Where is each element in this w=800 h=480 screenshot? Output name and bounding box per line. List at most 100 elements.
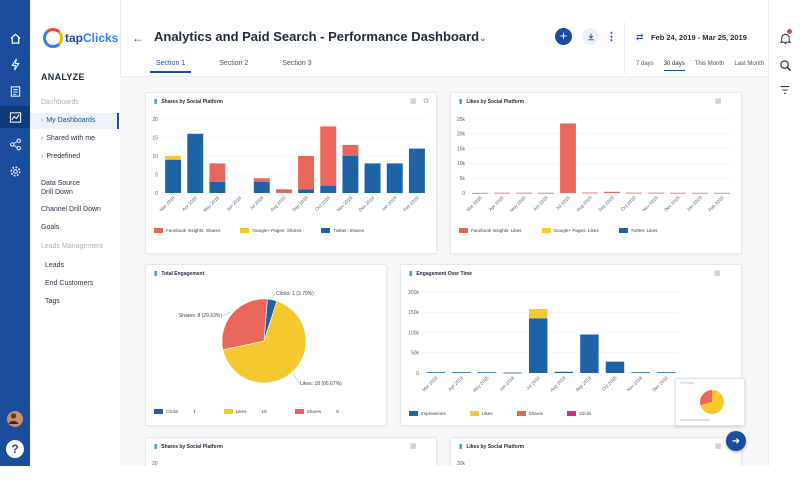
bar [477, 372, 497, 373]
nav-item-my-dashboards[interactable]: › My Dashboards [30, 113, 119, 129]
tab-section-1[interactable]: Section 1 [150, 58, 192, 73]
next-arrow-button[interactable]: ➜ [726, 431, 746, 451]
widget-likes-by-platform: ▮ Likes by Social Platform ▦ 0 5k 10k 15k 20k… [450, 92, 742, 254]
x-tick-label: Apr 2018 [181, 195, 198, 212]
total-legend: Clicks 1 Likes 18 Shares 8 [154, 409, 379, 414]
y-tick-label: 25k [457, 117, 466, 123]
nav-item-channel-drill-down[interactable]: Channel Drill Down [41, 206, 101, 213]
legend-item: Likes 18 [223, 409, 267, 414]
legend-label: Impressions [421, 411, 446, 416]
calendar-icon[interactable]: ▦ [715, 98, 722, 105]
x-tick-label: Sep 2018 [597, 195, 615, 213]
back-arrow-icon[interactable]: ← [132, 31, 144, 45]
download-icon[interactable] [582, 28, 599, 45]
tapclicks-logo[interactable]: tapClicks [43, 28, 118, 48]
legend-item: Impressions [409, 411, 446, 416]
range-this-month[interactable]: This Month [694, 61, 725, 67]
list-icon[interactable] [0, 80, 30, 102]
nav-item-leads[interactable]: Leads [45, 262, 65, 269]
calendar-icon[interactable]: ▦ [714, 270, 721, 277]
x-tick-label: Dec 2018 [358, 195, 376, 213]
x-tick-label: Aug 2018 [269, 195, 287, 213]
bar [209, 181, 226, 193]
notification-dot [787, 29, 792, 34]
bell-icon[interactable] [778, 29, 792, 45]
calendar-icon[interactable]: ▦ [715, 443, 722, 450]
chevron-right-icon: › [41, 153, 44, 160]
nav-item-predefined[interactable]: › Predefined [41, 153, 80, 160]
y-tick-label: 10 [152, 154, 158, 160]
date-range[interactable]: Feb 24, 2019 - Mar 25, 2019 [651, 33, 747, 42]
dashboard-canvas: ▮ Shares by Social Platform ▦ ✿ 0 5 10 15 20 M… [120, 77, 768, 466]
gear-icon[interactable]: ✿ [423, 98, 429, 105]
settings-icon[interactable] [0, 160, 30, 182]
bar [253, 181, 270, 193]
bar [165, 159, 182, 193]
legend-label: Likes [235, 409, 247, 414]
widget-total-engagement: ▮ Total Engagement Clicks: 1 (3.70%) Likes… [145, 264, 387, 426]
legend-item: Clicks [567, 411, 591, 416]
calendar-icon[interactable]: ▦ [410, 98, 417, 105]
nav-item-goals[interactable]: Goals [41, 224, 60, 231]
x-tick-label: Jan 2019 [381, 195, 398, 212]
legend-label: Twitter: Shares [333, 228, 364, 233]
legend-label: Google+ Pages: Likes [553, 228, 599, 233]
x-tick-label: Dec 2018 [663, 195, 681, 213]
y-tick-label: 5 [155, 172, 158, 178]
range-30-days[interactable]: 30 days [663, 61, 685, 71]
pie-leader-line [222, 311, 232, 316]
nav-item-label: Shared with me [46, 135, 95, 142]
range-7-days[interactable]: 7 days [636, 61, 654, 67]
legend-item: Twitter: Shares [321, 228, 364, 233]
x-tick-label: Nov 2018 [336, 195, 354, 213]
bar [648, 192, 664, 194]
share-icon[interactable] [0, 133, 30, 155]
avatar[interactable] [7, 411, 23, 427]
bar [580, 334, 599, 373]
tab-section-2[interactable]: Section 2 [219, 60, 249, 67]
range-last-month[interactable]: Last Month [734, 61, 765, 67]
tab-section-3[interactable]: Section 3 [282, 60, 312, 67]
x-tick-label: Oct 2018 [314, 195, 331, 212]
widget-preview-thumbnail[interactable] [675, 378, 745, 426]
bar [631, 372, 650, 373]
nav-item-end-customers[interactable]: End Customers [45, 280, 94, 287]
legend-swatch [516, 411, 526, 416]
chevron-down-icon[interactable]: ⌄ [479, 33, 487, 43]
analytics-icon[interactable] [0, 106, 30, 128]
x-tick-label: Jul 2018 [249, 195, 265, 211]
legend-label: Facebook Insights: Shares [166, 228, 221, 233]
nav-item-tags[interactable]: Tags [45, 298, 60, 305]
x-tick-label: Jan 2019 [686, 195, 703, 212]
bar [656, 372, 676, 373]
bolt-icon[interactable] [0, 53, 30, 75]
legend-item: Google+ Pages: Likes [541, 228, 599, 233]
add-widget-button[interactable]: + [555, 28, 572, 45]
legend-swatch [223, 409, 233, 414]
more-options-icon[interactable]: ⋮ [606, 31, 617, 43]
bar [528, 309, 548, 319]
y-tick-label: 15k [457, 146, 466, 152]
search-icon[interactable] [778, 58, 792, 72]
bar [538, 192, 554, 194]
legend-swatch [541, 228, 551, 233]
legend-swatch [154, 228, 163, 233]
help-icon[interactable]: ? [6, 440, 24, 458]
compare-dates-icon[interactable]: ⇄ [636, 32, 644, 42]
nav-item-data-source-drill-down[interactable]: Data Source Drill Down [41, 179, 80, 197]
pie-slice [222, 300, 307, 384]
x-tick-label: Sep 2018 [291, 195, 309, 213]
y-tick-label: 0 [416, 371, 419, 377]
home-icon[interactable] [0, 27, 30, 49]
x-tick-label: Nov 2018 [626, 375, 644, 393]
pie-slice-label: Shares: 8 (29.63%) [179, 313, 222, 319]
nav-item-shared-with-me[interactable]: › Shared with me [41, 135, 95, 142]
bar [560, 123, 576, 193]
filter-icon[interactable] [778, 83, 792, 97]
legend-value: 8 [336, 409, 339, 414]
widget-title: Total Engagement [161, 270, 205, 277]
y-tick-label: 50k [411, 351, 420, 357]
section-tabs: Section 1 Section 2 Section 3 [150, 58, 318, 73]
legend-swatch [618, 228, 628, 233]
calendar-icon[interactable]: ▦ [410, 443, 417, 450]
